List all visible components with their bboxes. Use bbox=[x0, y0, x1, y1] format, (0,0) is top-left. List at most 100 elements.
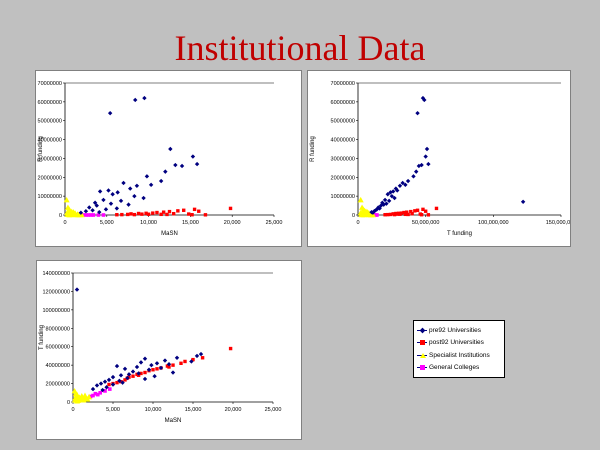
y-tick-label: 60000000 bbox=[46, 345, 70, 351]
data-point-pre92 bbox=[134, 183, 140, 188]
data-point-pre92 bbox=[120, 380, 125, 385]
data-point-post92 bbox=[197, 209, 201, 213]
data-point-post92 bbox=[165, 212, 169, 217]
data-point-pre92 bbox=[106, 377, 112, 383]
data-point-pre92 bbox=[162, 358, 168, 363]
data-point-post92 bbox=[126, 212, 130, 217]
data-point-post92 bbox=[120, 212, 124, 217]
x-axis-title: MaSN bbox=[165, 418, 182, 424]
legend-label: Specialist Institutions bbox=[429, 351, 490, 359]
y-tick-label: 80000000 bbox=[46, 326, 70, 332]
data-point-post92 bbox=[395, 212, 399, 216]
data-point-post92 bbox=[191, 357, 195, 362]
data-point-pre92 bbox=[138, 360, 144, 365]
data-point-pre92 bbox=[97, 209, 102, 215]
data-point-post92 bbox=[155, 210, 159, 215]
data-point-pre92 bbox=[94, 203, 99, 208]
data-point-post92 bbox=[155, 367, 159, 371]
data-point-pre92 bbox=[380, 200, 385, 205]
data-point-pre92 bbox=[423, 154, 428, 159]
y-axis-title: T funding bbox=[39, 325, 45, 350]
diamond-marker-icon bbox=[417, 327, 427, 334]
x-tick-label: 10,000 bbox=[140, 220, 157, 226]
y-tick-label: 100000000 bbox=[42, 308, 70, 314]
legend-label: General Colleges bbox=[429, 364, 480, 372]
data-point-pre92 bbox=[90, 386, 96, 392]
triangle-marker-icon bbox=[417, 352, 427, 359]
data-point-post92 bbox=[183, 359, 187, 364]
y-tick-label: 30000000 bbox=[38, 156, 62, 162]
data-point-pre92 bbox=[92, 200, 98, 205]
data-point-post92 bbox=[388, 212, 393, 217]
data-point-pre92 bbox=[126, 202, 131, 207]
data-point-pre92 bbox=[134, 364, 140, 370]
data-point-pre92 bbox=[114, 206, 120, 211]
data-point-pre92 bbox=[114, 363, 120, 369]
data-point-post92 bbox=[203, 213, 208, 217]
data-point-pre92 bbox=[420, 95, 426, 101]
data-point-pre92 bbox=[385, 192, 390, 197]
data-point-post92 bbox=[107, 382, 111, 387]
data-point-post92 bbox=[405, 210, 409, 214]
data-point-post92 bbox=[200, 356, 205, 360]
data-point-pre92 bbox=[416, 163, 422, 169]
data-point-post92 bbox=[423, 209, 428, 213]
x-tick-label: 100,000,000 bbox=[478, 220, 509, 226]
y-tick-label: 60000000 bbox=[38, 100, 62, 106]
data-point-pre92 bbox=[115, 190, 120, 195]
data-point-post92 bbox=[171, 363, 175, 367]
x-tick-label: 0 bbox=[71, 407, 74, 413]
data-point-pre92 bbox=[520, 199, 526, 204]
data-point-pre92 bbox=[83, 209, 89, 214]
data-point-general-college bbox=[108, 387, 112, 391]
data-point-pre92 bbox=[107, 110, 113, 116]
data-point-general-college bbox=[373, 213, 378, 217]
data-point-pre92 bbox=[198, 351, 204, 357]
data-point-post92 bbox=[413, 209, 417, 213]
data-point-post92 bbox=[410, 211, 414, 216]
data-point-pre92 bbox=[411, 174, 416, 179]
data-point-pre92 bbox=[390, 189, 396, 194]
data-point-specialist bbox=[357, 196, 364, 203]
data-point-pre92 bbox=[126, 372, 132, 377]
data-point-pre92 bbox=[173, 162, 178, 168]
y-tick-label: 40000000 bbox=[38, 138, 62, 144]
y-tick-label: 120000000 bbox=[42, 289, 70, 295]
data-point-pre92 bbox=[400, 180, 405, 186]
data-point-general-college bbox=[86, 213, 91, 217]
y-tick-label: 40000000 bbox=[46, 363, 70, 369]
slide-title: Institutional Data bbox=[174, 28, 426, 68]
data-point-pre92 bbox=[118, 198, 124, 204]
data-point-pre92 bbox=[370, 210, 376, 215]
x-tick-label: 15,000 bbox=[182, 220, 199, 226]
data-point-pre92 bbox=[108, 201, 114, 206]
data-point-pre92 bbox=[142, 356, 148, 361]
data-point-pre92 bbox=[424, 146, 430, 152]
data-point-pre92 bbox=[132, 193, 137, 199]
data-point-post92 bbox=[190, 213, 194, 217]
x-tick-label: 25,000 bbox=[265, 407, 282, 413]
data-point-post92 bbox=[151, 211, 155, 215]
data-point-post92 bbox=[426, 213, 431, 217]
data-point-pre92 bbox=[103, 207, 109, 212]
data-point-general-college bbox=[91, 213, 96, 217]
data-point-pre92 bbox=[142, 376, 148, 382]
data-point-specialist bbox=[82, 395, 89, 401]
data-point-pre92 bbox=[146, 367, 152, 372]
data-point-pre92 bbox=[422, 97, 427, 103]
data-point-pre92 bbox=[98, 381, 104, 386]
legend-item-pre92: pre92 Universities bbox=[417, 324, 502, 337]
data-point-pre92 bbox=[142, 95, 147, 101]
chart-svg: 0 20000000 40000000 60000000 80000000 1000000… bbox=[39, 271, 282, 424]
x-tick-label: 25,000 bbox=[266, 220, 283, 226]
data-point-specialist bbox=[64, 209, 71, 216]
y-axis-title: R funding bbox=[310, 136, 316, 162]
legend-label: pre92 Universities bbox=[429, 326, 482, 334]
y-tick-label: 0 bbox=[67, 400, 70, 406]
x-tick-label: 150,000,000 bbox=[546, 220, 570, 226]
y-tick-label: 20000000 bbox=[331, 175, 355, 181]
data-point-pre92 bbox=[168, 146, 173, 152]
data-point-post92 bbox=[167, 365, 171, 369]
data-point-post92 bbox=[167, 209, 172, 214]
x-axis-title: MaSN bbox=[161, 231, 178, 237]
